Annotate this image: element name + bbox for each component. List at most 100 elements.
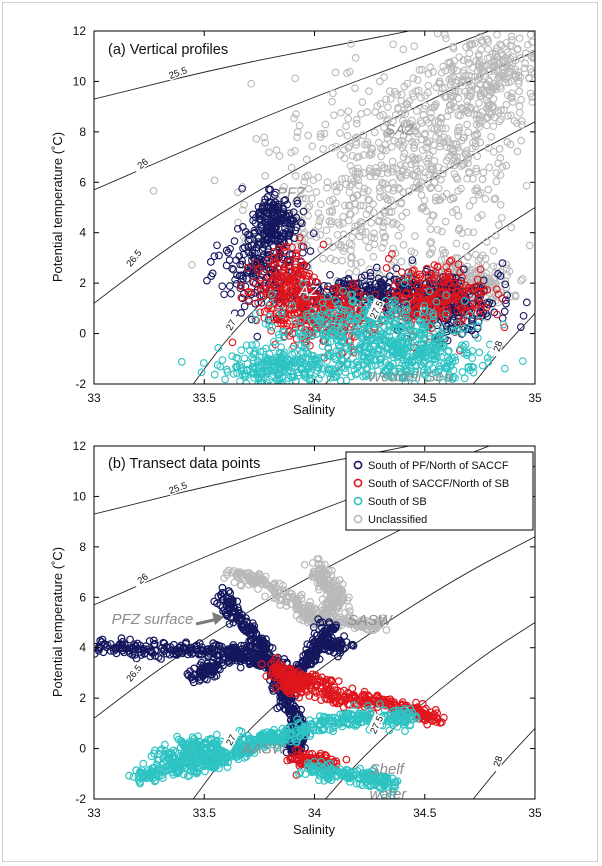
data-point xyxy=(199,359,208,367)
data-point xyxy=(317,310,326,319)
data-point xyxy=(444,153,453,162)
data-point xyxy=(261,592,269,601)
data-point xyxy=(360,342,369,351)
data-point xyxy=(271,591,280,600)
data-point xyxy=(450,294,458,303)
data-point xyxy=(389,40,397,49)
data-point xyxy=(368,144,376,153)
data-point xyxy=(393,220,401,229)
data-point xyxy=(411,127,420,136)
data-point xyxy=(422,207,430,215)
data-point xyxy=(295,233,304,242)
data-point xyxy=(340,201,349,210)
data-point xyxy=(300,560,309,569)
contour-label-bg xyxy=(366,298,385,321)
data-point xyxy=(210,370,219,379)
x-tick-label: 33 xyxy=(87,391,101,405)
data-point xyxy=(474,85,482,94)
data-point xyxy=(434,339,443,348)
x-tick-label: 33.5 xyxy=(193,391,217,405)
data-point xyxy=(417,93,425,102)
data-point xyxy=(492,66,501,75)
data-point xyxy=(291,172,300,180)
data-point xyxy=(297,270,305,279)
data-point xyxy=(371,280,379,288)
data-point xyxy=(419,173,428,182)
data-point xyxy=(468,306,476,314)
data-point xyxy=(393,310,402,318)
data-point xyxy=(434,184,443,193)
data-point xyxy=(322,226,331,235)
data-point xyxy=(213,241,221,250)
data-point xyxy=(323,351,332,360)
data-point xyxy=(302,310,311,319)
data-point xyxy=(431,268,440,277)
data-point xyxy=(408,293,417,302)
data-point xyxy=(422,143,431,152)
data-point xyxy=(362,357,370,365)
data-point xyxy=(282,275,291,284)
data-point xyxy=(385,310,394,319)
data-point xyxy=(270,283,279,291)
data-point xyxy=(331,599,340,608)
data-point xyxy=(296,186,305,194)
data-point xyxy=(475,123,484,131)
data-point xyxy=(429,211,438,220)
data-point xyxy=(409,327,418,336)
data-point xyxy=(502,264,511,273)
data-point xyxy=(418,324,427,333)
data-point xyxy=(468,63,477,72)
data-point xyxy=(529,54,535,63)
data-point xyxy=(410,42,419,51)
data-point xyxy=(328,566,336,575)
data-point xyxy=(462,351,471,360)
data-point xyxy=(522,181,531,190)
data-point xyxy=(376,99,385,108)
data-point xyxy=(288,243,296,252)
data-point xyxy=(350,227,358,236)
data-point xyxy=(304,272,313,281)
data-point xyxy=(335,220,344,229)
data-point xyxy=(281,196,290,204)
data-point xyxy=(433,373,441,382)
y-tick-label: 4 xyxy=(79,226,86,240)
data-point xyxy=(375,291,384,300)
data-point xyxy=(487,82,496,91)
data-point xyxy=(251,259,260,268)
data-point xyxy=(397,268,406,276)
data-point xyxy=(438,246,447,254)
data-point xyxy=(405,369,414,378)
data-point xyxy=(321,578,330,587)
data-point xyxy=(295,357,304,365)
data-point xyxy=(377,152,385,161)
data-point xyxy=(496,49,505,58)
data-point xyxy=(474,213,482,222)
data-point xyxy=(312,188,321,196)
data-point xyxy=(277,295,286,303)
data-point xyxy=(425,287,434,296)
data-point xyxy=(517,323,525,331)
data-point xyxy=(341,368,350,377)
data-point xyxy=(427,165,436,174)
data-point xyxy=(283,356,292,365)
data-point xyxy=(331,296,340,305)
data-point xyxy=(309,176,318,185)
data-point xyxy=(404,103,412,112)
data-point xyxy=(304,211,312,220)
data-point xyxy=(261,138,270,147)
data-point xyxy=(357,225,366,234)
data-point xyxy=(339,286,347,295)
data-point xyxy=(370,229,378,238)
data-point xyxy=(445,272,454,281)
x-tick-label: 35 xyxy=(528,391,542,405)
data-point xyxy=(473,275,482,284)
data-point xyxy=(357,258,365,267)
data-point xyxy=(415,350,424,359)
data-point xyxy=(370,128,379,137)
data-point xyxy=(330,373,338,382)
data-point xyxy=(459,329,467,338)
data-point xyxy=(475,32,484,41)
data-point xyxy=(466,86,475,95)
data-point xyxy=(338,175,346,183)
data-point xyxy=(386,95,395,103)
